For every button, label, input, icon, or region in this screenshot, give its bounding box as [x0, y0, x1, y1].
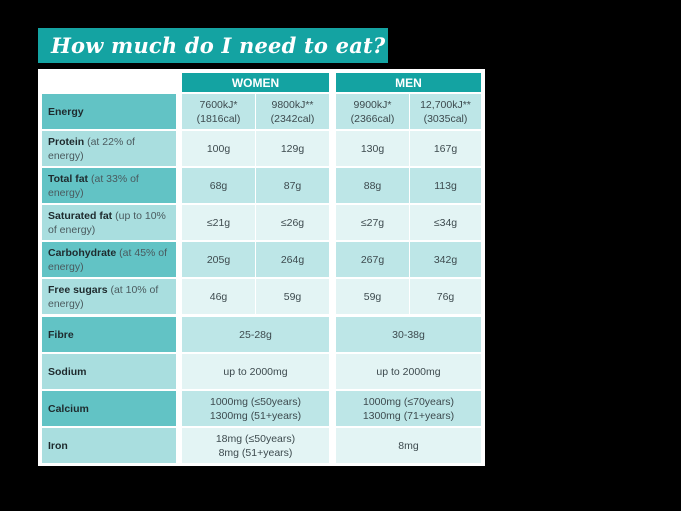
row-label-note: (at 10% of energy) — [48, 283, 159, 310]
row-label: Iron — [42, 428, 176, 463]
table-cell: 7600kJ* (1816cal) — [182, 94, 255, 129]
row-label-name: Fibre — [48, 328, 74, 341]
row-label-note: (at 33% of energy) — [48, 172, 139, 199]
table-cell-men: 1000mg (≤70years) 1300mg (71+years) — [336, 391, 481, 426]
row-label-name: Saturated fat — [48, 209, 113, 222]
column-header-women: WOMEN — [182, 73, 329, 92]
row-label: Total fat (at 33% of energy) — [42, 168, 176, 203]
table-cell: 59g — [336, 279, 409, 314]
row-label: Fibre — [42, 317, 176, 352]
table-cell: 12,700kJ** (3035cal) — [410, 94, 481, 129]
row-label-name: Iron — [48, 439, 68, 452]
row-label-note: (up to 10% of energy) — [48, 209, 166, 236]
table-cell: 87g — [256, 168, 329, 203]
table-cell: 113g — [410, 168, 481, 203]
row-label: Energy — [42, 94, 176, 129]
table-cell-women: 1000mg (≤50years) 1300mg (51+years) — [182, 391, 329, 426]
row-label-name: Calcium — [48, 402, 89, 415]
column-header-men: MEN — [336, 73, 481, 92]
table-cell: 9800kJ** (2342cal) — [256, 94, 329, 129]
row-label: Free sugars (at 10% of energy) — [42, 279, 176, 314]
row-label-name: Total fat — [48, 172, 89, 185]
page-title-banner: How much do I need to eat? — [38, 28, 388, 63]
table-cell: 167g — [410, 131, 481, 166]
page-title: How much do I need to eat? — [51, 33, 386, 58]
table-cell: ≤27g — [336, 205, 409, 240]
table-cell: 76g — [410, 279, 481, 314]
table-cell: ≤21g — [182, 205, 255, 240]
table-cell-men: 30-38g — [336, 317, 481, 352]
table-cell-women: 25-28g — [182, 317, 329, 352]
table-cell: 205g — [182, 242, 255, 277]
table-cell: ≤34g — [410, 205, 481, 240]
row-label-name: Sodium — [48, 365, 87, 378]
table-cell: ≤26g — [256, 205, 329, 240]
table-cell: 68g — [182, 168, 255, 203]
row-label: Sodium — [42, 354, 176, 389]
table-cell: 46g — [182, 279, 255, 314]
table-cell: 342g — [410, 242, 481, 277]
row-label: Carbohydrate (at 45% of energy) — [42, 242, 176, 277]
row-label: Saturated fat (up to 10% of energy) — [42, 205, 176, 240]
table-cell: 100g — [182, 131, 255, 166]
table-cell: 267g — [336, 242, 409, 277]
row-label: Protein (at 22% of energy) — [42, 131, 176, 166]
row-label-name: Free sugars — [48, 283, 108, 296]
table-cell: 129g — [256, 131, 329, 166]
table-cell: 59g — [256, 279, 329, 314]
row-label-name: Protein — [48, 135, 85, 148]
row-label: Calcium — [42, 391, 176, 426]
table-cell: 9900kJ* (2366cal) — [336, 94, 409, 129]
table-cell: 264g — [256, 242, 329, 277]
row-label-note: (at 45% of energy) — [48, 246, 168, 273]
row-label-name: Energy — [48, 105, 84, 118]
table-cell: 130g — [336, 131, 409, 166]
row-label-note: (at 22% of energy) — [48, 135, 135, 162]
row-label-name: Carbohydrate — [48, 246, 117, 259]
table-cell: 88g — [336, 168, 409, 203]
nutrition-table: WOMEN MEN Energy 7600kJ* (1816cal) 9800kJ*… — [38, 69, 485, 466]
table-cell-women: up to 2000mg — [182, 354, 329, 389]
table-cell-women: 18mg (≤50years) 8mg (51+years) — [182, 428, 329, 463]
table-cell-men: up to 2000mg — [336, 354, 481, 389]
table-cell-men: 8mg — [336, 428, 481, 463]
